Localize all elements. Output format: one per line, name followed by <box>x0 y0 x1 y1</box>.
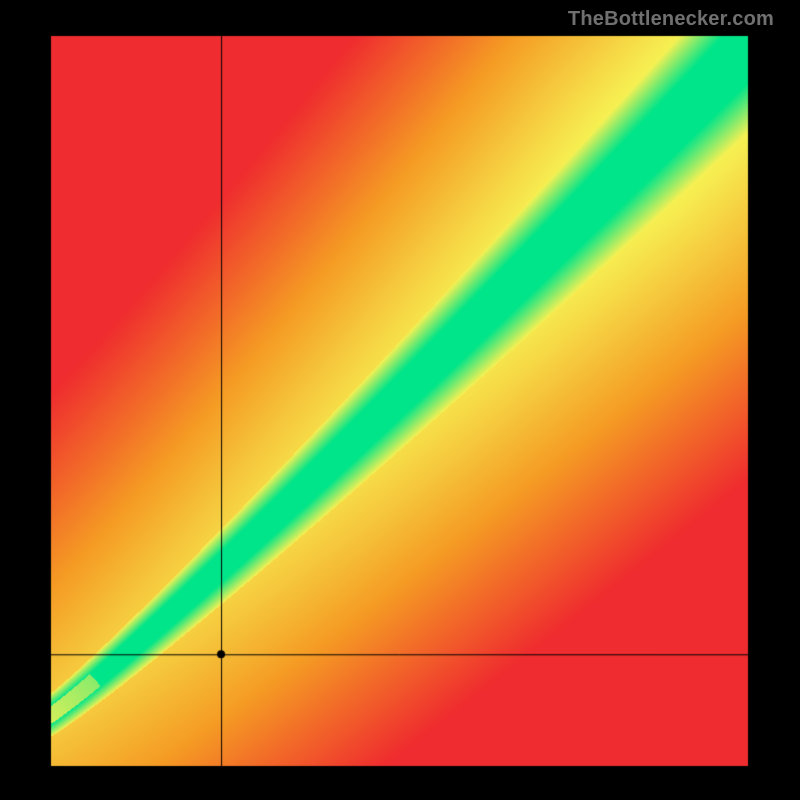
chart-container: TheBottlenecker.com <box>0 0 800 800</box>
heatmap-canvas <box>0 0 800 800</box>
watermark-text: TheBottlenecker.com <box>568 8 774 31</box>
